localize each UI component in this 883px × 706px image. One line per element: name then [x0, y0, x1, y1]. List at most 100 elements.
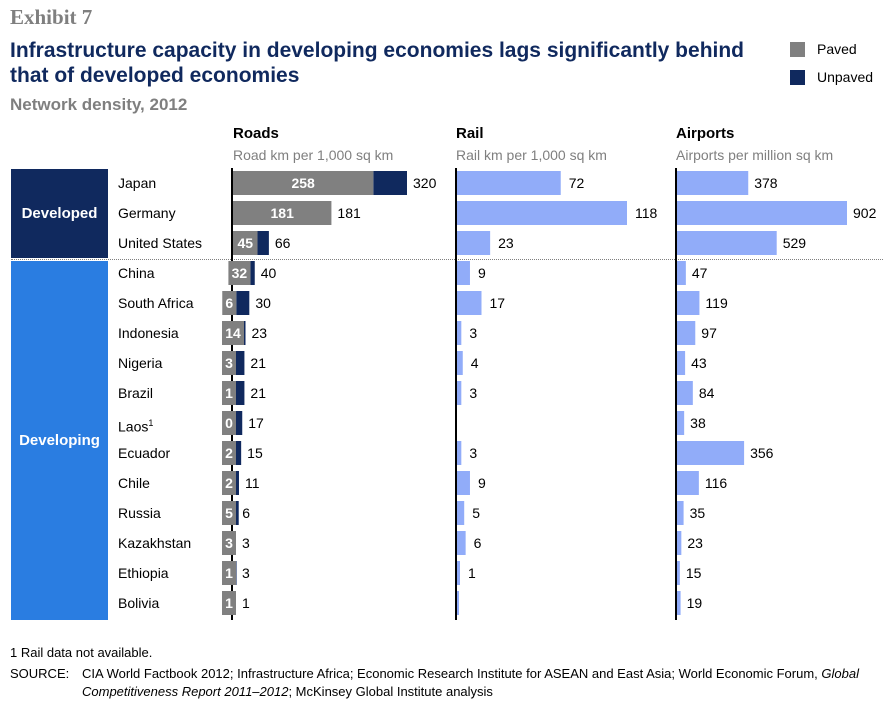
country-label: Nigeria — [118, 348, 162, 378]
source-note: SOURCE: CIA World Factbook 2012; Infrast… — [10, 665, 870, 701]
group-developing: Developing — [11, 261, 108, 620]
roads-unpaved-bar — [234, 441, 242, 465]
country-label: South Africa — [118, 288, 194, 318]
airports-value-label: 84 — [699, 385, 715, 401]
rail-value-label: 72 — [569, 175, 585, 191]
roads-paved-bar — [222, 321, 244, 345]
country-label: China — [118, 258, 155, 288]
roads-unpaved-bar — [236, 291, 250, 315]
rail-value-label: 23 — [498, 235, 514, 251]
roads-total-label: 17 — [248, 415, 264, 431]
airports-bar — [677, 471, 699, 495]
airports-value-label: 23 — [687, 535, 703, 551]
roads-paved-label: 258 — [291, 175, 315, 191]
airports-value-label: 38 — [690, 415, 706, 431]
country-name: United States — [118, 235, 203, 251]
rail-value-label: 6 — [474, 535, 482, 551]
roads-paved-bar — [222, 441, 236, 465]
roads-unpaved-bar — [234, 471, 239, 495]
roads-unpaved-bar — [257, 231, 269, 255]
roads-paved-label: 14 — [225, 325, 241, 341]
source-label: SOURCE: — [10, 666, 70, 681]
roads-paved-bar — [222, 531, 236, 555]
roads-total-label: 21 — [250, 385, 266, 401]
rail-bar — [457, 351, 463, 375]
airports-value-label: 116 — [705, 475, 728, 491]
airports-value-label: 15 — [686, 565, 702, 581]
legend-unpaved-swatch — [790, 69, 805, 85]
source-text: CIA World Factbook 2012; Infrastructure … — [10, 665, 870, 701]
country-name: Bolivia — [118, 595, 160, 611]
roads-paved-label: 6 — [225, 295, 233, 311]
country-label: Ethiopia — [118, 558, 169, 588]
legend-paved: Paved — [790, 41, 857, 57]
country-label: Germany — [118, 198, 176, 228]
roads-total-label: 21 — [250, 355, 266, 371]
airports-bar — [677, 441, 745, 465]
country-label: Ecuador — [118, 438, 170, 468]
footnote: 1 Rail data not available. — [10, 645, 153, 660]
rail-value-label: 4 — [471, 355, 479, 371]
group-divider — [11, 259, 883, 260]
airports-value-label: 47 — [692, 265, 708, 281]
rail-bar — [457, 501, 465, 525]
roads-paved-label: 0 — [225, 415, 233, 431]
roads-paved-bar — [233, 201, 332, 225]
roads-total-label: 40 — [261, 265, 277, 281]
roads-total-label: 15 — [247, 445, 263, 461]
rail-bar — [457, 261, 470, 285]
airports-bar — [677, 321, 696, 345]
roads-paved-label: 3 — [225, 355, 233, 371]
airports-bar — [677, 381, 693, 405]
airports-value-label: 35 — [690, 505, 706, 521]
roads-total-label: 3 — [242, 565, 250, 581]
chart-title: Infrastructure capacity in developing ec… — [10, 39, 745, 87]
rail-bar — [457, 561, 460, 585]
country-label: Laos1 — [118, 408, 153, 438]
legend-paved-label: Paved — [817, 41, 857, 57]
rail-value-label: 1 — [468, 565, 476, 581]
country-name: Russia — [118, 505, 161, 521]
country-label: Brazil — [118, 378, 153, 408]
rail-bar — [457, 381, 462, 405]
airports-bar — [677, 531, 682, 555]
roads-total-label: 6 — [242, 505, 250, 521]
roads-unpaved-bar — [250, 261, 255, 285]
country-footnote-marker: 1 — [148, 418, 154, 428]
roads-paved-bar — [222, 291, 237, 315]
group-developed: Developed — [11, 169, 108, 258]
roads-paved-label: 3 — [225, 535, 233, 551]
roads-unpaved-bar — [234, 351, 245, 375]
roads-paved-label: 2 — [225, 475, 233, 491]
legend-unpaved-label: Unpaved — [817, 69, 874, 85]
roads-unpaved-bar — [233, 381, 245, 405]
source-text-italic: Global Competitiveness Report 2011–2012 — [82, 666, 859, 699]
roads-paved-bar — [228, 261, 251, 285]
roads-total-label: 11 — [245, 475, 260, 491]
roads-paved-bar — [222, 381, 236, 405]
rail-bar — [457, 591, 459, 615]
country-name: Ethiopia — [118, 565, 169, 581]
country-name: Brazil — [118, 385, 154, 401]
roads-paved-bar — [222, 591, 236, 615]
country-label: Russia — [118, 498, 161, 528]
rail-bar — [457, 471, 470, 495]
roads-paved-bar — [222, 351, 236, 375]
airports-bar — [677, 351, 686, 375]
airports-value-label: 356 — [750, 445, 774, 461]
roads-total-label: 3 — [242, 535, 250, 551]
roads-total-label: 23 — [252, 325, 268, 341]
roads-paved-label: 1 — [225, 595, 233, 611]
rail-bar — [457, 441, 462, 465]
roads-paved-label: 1 — [225, 385, 233, 401]
airports-value-label: 43 — [691, 355, 707, 371]
roads-total-label: 320 — [413, 175, 437, 191]
airports-bar — [677, 171, 749, 195]
airports-value-label: 19 — [687, 595, 703, 611]
airports-value-label: 378 — [754, 175, 778, 191]
roads-paved-bar — [222, 411, 236, 435]
roads-paved-label: 32 — [232, 265, 248, 281]
roads-paved-label: 5 — [225, 505, 233, 521]
roads-paved-label: 2 — [225, 445, 233, 461]
source-text-part1: CIA World Factbook 2012; Infrastructure … — [82, 666, 822, 681]
